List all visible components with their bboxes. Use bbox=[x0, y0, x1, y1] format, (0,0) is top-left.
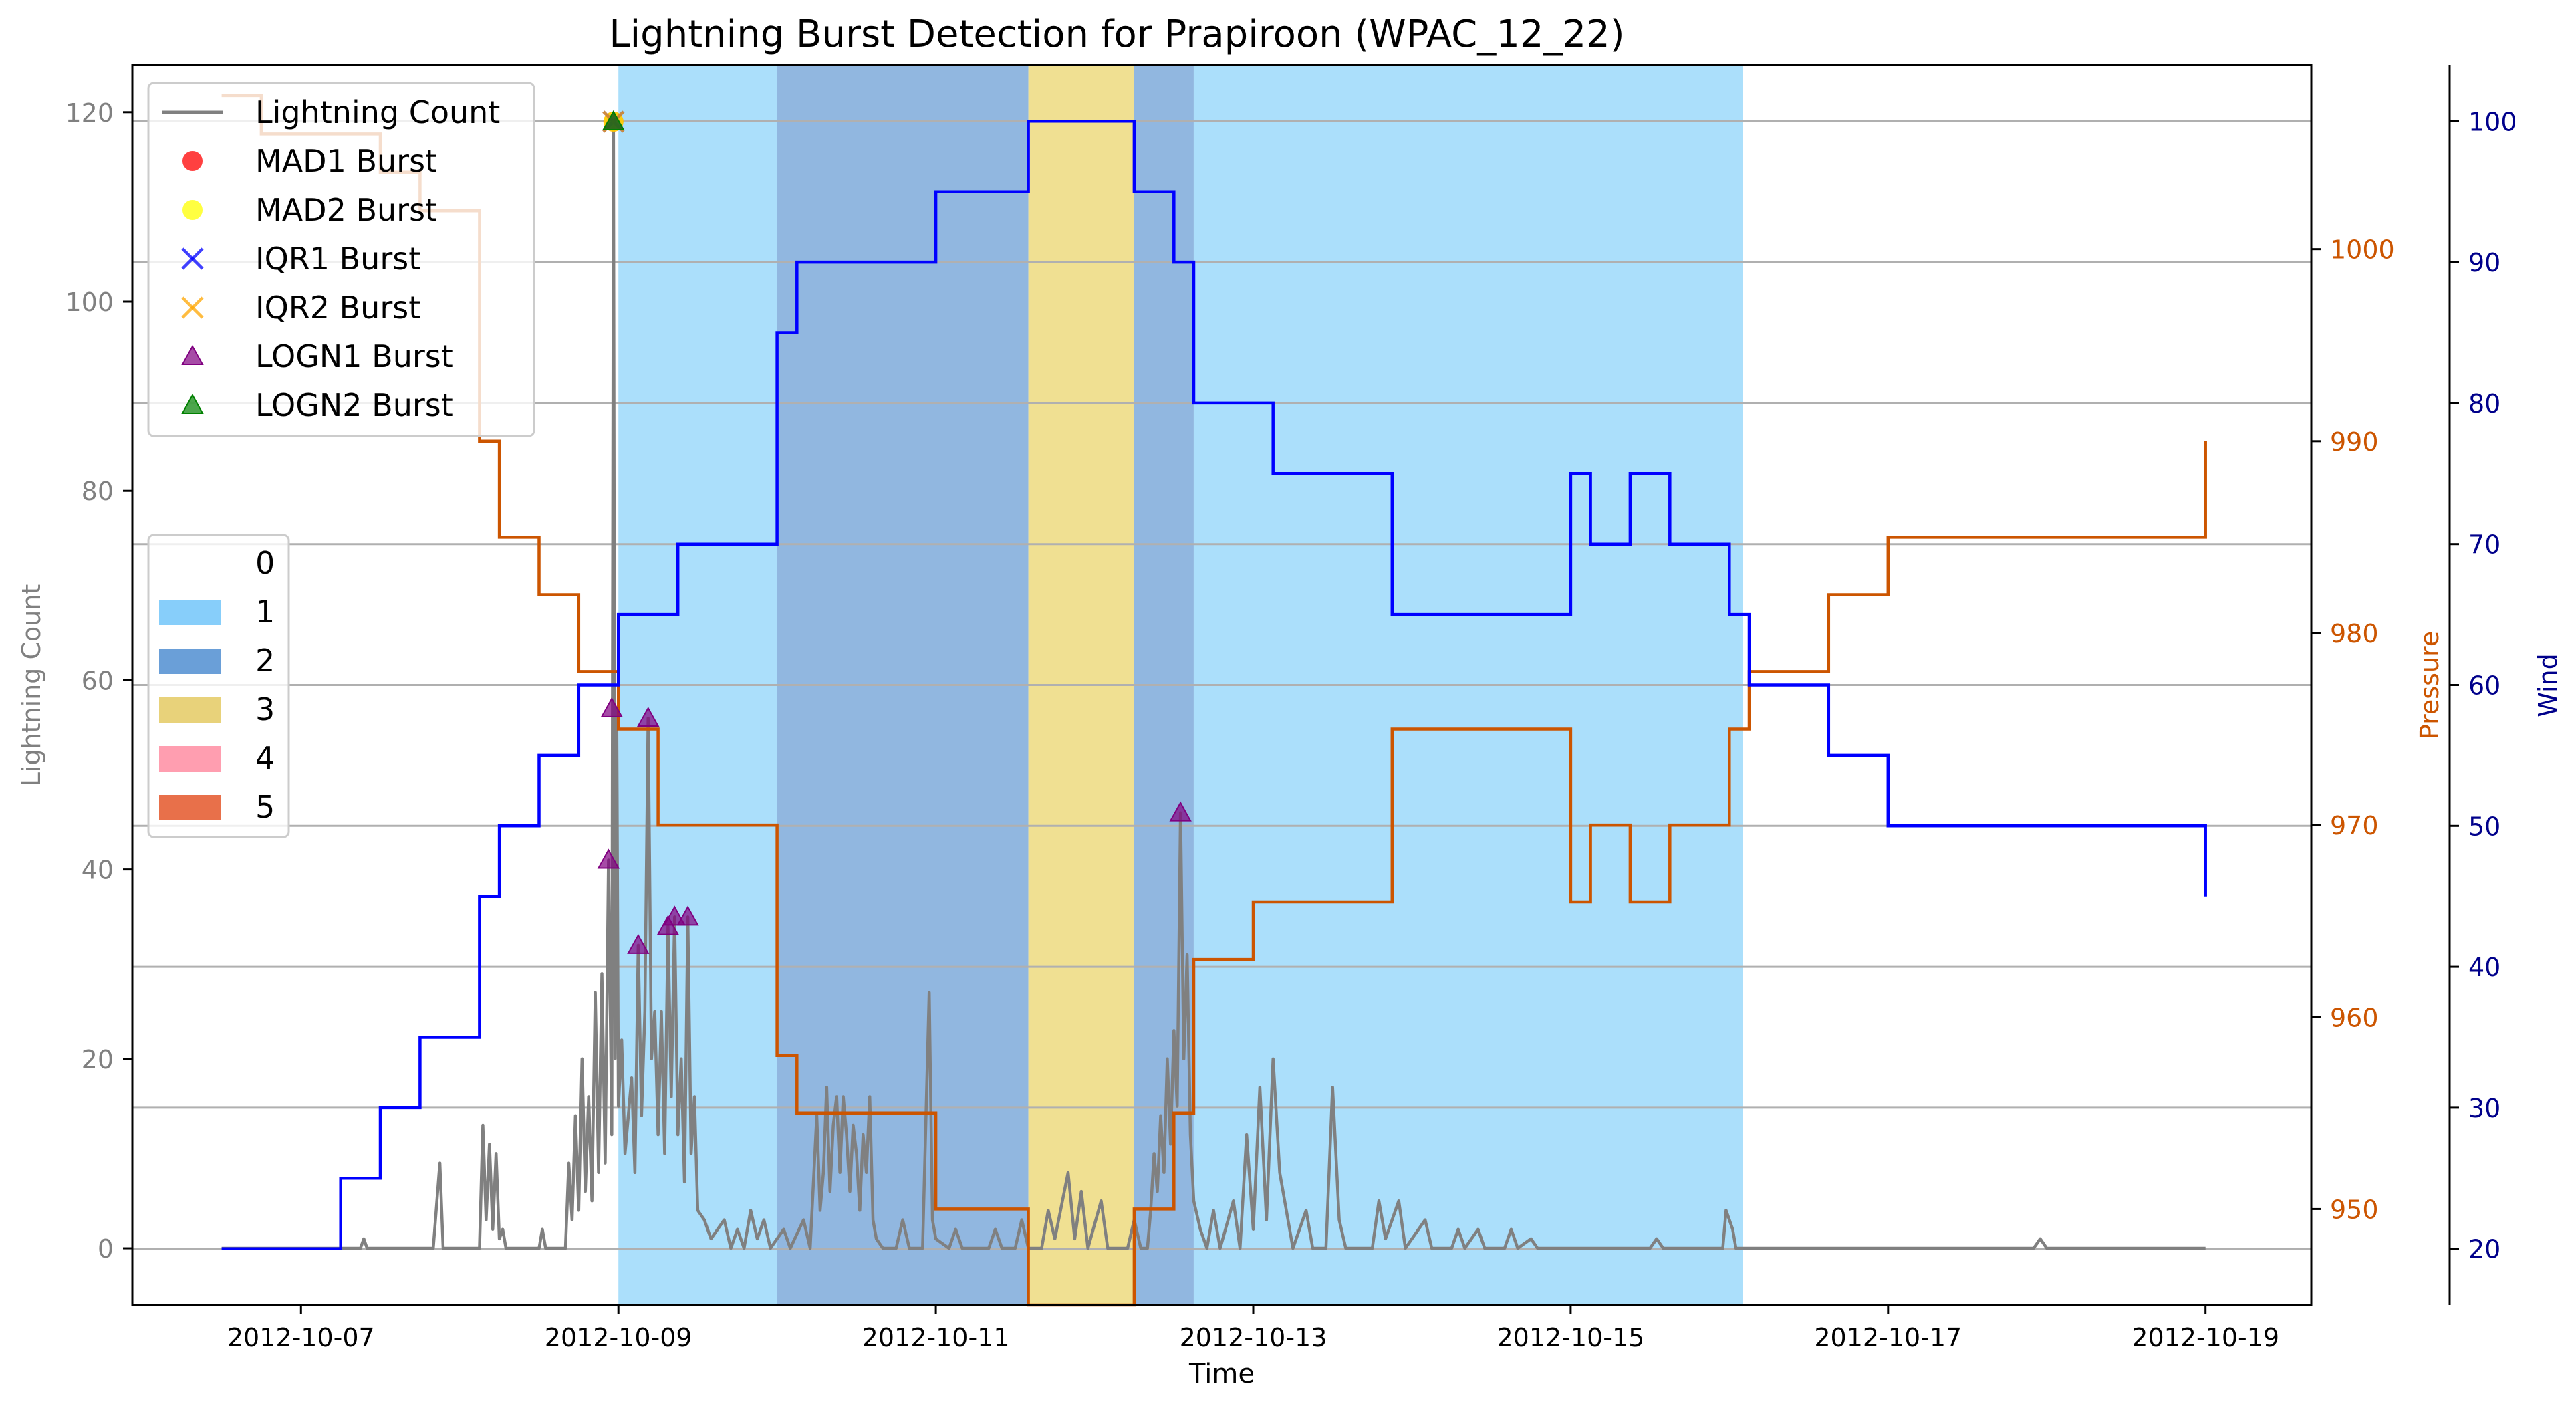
y-axis-label-lightning: Lightning Count bbox=[17, 584, 46, 787]
lightning-tick-label: 100 bbox=[65, 287, 114, 317]
time-tick-label: 2012-10-15 bbox=[1497, 1323, 1644, 1353]
legend-category-label: 1 bbox=[255, 594, 275, 630]
legend-category-label: 5 bbox=[255, 789, 275, 825]
time-tick-label: 2012-10-11 bbox=[862, 1323, 1010, 1353]
legend-bursts-box bbox=[147, 82, 535, 437]
wind-line bbox=[221, 120, 2207, 1250]
legend-iqr2-burst-swatch-stroke bbox=[181, 296, 204, 319]
time-tick-label: 2012-10-09 bbox=[545, 1323, 692, 1353]
logn1-burst-marker bbox=[1169, 801, 1192, 822]
legend-entry-label: IQR1 Burst bbox=[255, 241, 420, 277]
logn1-burst-marker bbox=[597, 848, 620, 869]
legend-entry-label: LOGN1 Burst bbox=[255, 338, 453, 374]
wind-tick-label: 60 bbox=[2468, 671, 2500, 701]
pressure-tick-label: 990 bbox=[2330, 427, 2379, 457]
wind-axis: 20 30 40 50 60 70 80 90 100 bbox=[2448, 65, 2517, 1305]
lightning-tick-label: 40 bbox=[82, 856, 114, 885]
wind-tick-label: 50 bbox=[2468, 812, 2500, 841]
lightning-tick-label: 60 bbox=[82, 666, 114, 695]
legend-category-4-swatch bbox=[159, 746, 221, 772]
chart-title: Lightning Burst Detection for Prapiroon … bbox=[609, 13, 1624, 56]
lightning-tick-label: 120 bbox=[65, 98, 114, 128]
pressure-tick-label: 950 bbox=[2330, 1195, 2379, 1224]
logn1-burst-marker bbox=[627, 933, 650, 954]
wind-series bbox=[221, 120, 2207, 1250]
time-tick-label: 2012-10-13 bbox=[1180, 1323, 1327, 1353]
pressure-tick-label: 1000 bbox=[2330, 235, 2395, 265]
legend-mad2-burst-swatch bbox=[182, 200, 203, 220]
pressure-tick-label: 970 bbox=[2330, 811, 2379, 840]
time-tick-label: 2012-10-17 bbox=[1814, 1323, 1962, 1353]
legend-logn2-burst-swatch bbox=[181, 393, 204, 414]
plot-frame bbox=[131, 64, 2313, 1306]
legend-entry-label: Lightning Count bbox=[255, 94, 500, 130]
wind-tick-label: 80 bbox=[2468, 389, 2500, 419]
pressure-axis: 950 960 970 980 990 1000 bbox=[2311, 235, 2395, 1224]
logn2-burst-marker bbox=[602, 110, 625, 130]
legend-category-label: 3 bbox=[255, 691, 275, 727]
time-tick-label: 2012-10-19 bbox=[2132, 1323, 2279, 1353]
legend-entry-label: LOGN2 Burst bbox=[255, 387, 453, 423]
legend-entry-label: MAD2 Burst bbox=[255, 192, 437, 228]
legend-iqr2-burst-swatch bbox=[181, 296, 204, 319]
legend-category-2-swatch bbox=[159, 649, 221, 674]
legend-mad1-burst-swatch bbox=[182, 151, 203, 171]
x-axis-label: Time bbox=[1188, 1359, 1255, 1389]
lightning-count-axis: 0 20 40 60 80 100 120 bbox=[65, 98, 132, 1264]
time-tick-label: 2012-10-07 bbox=[227, 1323, 375, 1353]
legend-entry-label: IQR2 Burst bbox=[255, 289, 420, 326]
legend-category-label: 2 bbox=[255, 642, 275, 679]
lightning-tick-label: 80 bbox=[82, 477, 114, 506]
wind-tick-label: 20 bbox=[2468, 1235, 2500, 1264]
pressure-tick-label: 980 bbox=[2330, 619, 2379, 649]
legend-logn1-burst-swatch bbox=[181, 344, 204, 365]
wind-tick-label: 100 bbox=[2468, 107, 2517, 136]
wind-tick-label: 90 bbox=[2468, 248, 2500, 277]
legend-category-label: 0 bbox=[255, 545, 275, 581]
lightning-count-line bbox=[221, 120, 2206, 1250]
legend-iqr1-burst-swatch bbox=[181, 247, 204, 270]
wind-tick-label: 70 bbox=[2468, 530, 2500, 560]
burst-markers bbox=[597, 110, 1192, 954]
pressure-tick-label: 960 bbox=[2330, 1003, 2379, 1032]
y-axis-label-wind: Wind bbox=[2533, 653, 2563, 717]
lightning-tick-label: 0 bbox=[98, 1234, 114, 1264]
lightning-tick-label: 20 bbox=[82, 1045, 114, 1074]
legend-category-3-swatch bbox=[159, 697, 221, 723]
legend-category-1-swatch bbox=[159, 600, 221, 625]
legend-bursts: Lightning Count MAD1 Burst MAD2 Burst IQR1 … bbox=[147, 82, 535, 437]
logn1-burst-marker bbox=[600, 697, 623, 717]
logn1-burst-marker bbox=[676, 905, 699, 926]
legend-iqr1-burst-swatch-stroke bbox=[181, 247, 204, 270]
legend-entry-label: MAD1 Burst bbox=[255, 143, 437, 179]
legend-category-label: 4 bbox=[255, 740, 275, 776]
lightning-count-series bbox=[221, 120, 2206, 1250]
wind-tick-label: 30 bbox=[2468, 1094, 2500, 1123]
logn1-burst-marker bbox=[637, 707, 660, 727]
time-axis: 2012-10-07 2012-10-09 2012-10-11 2012-10-13… bbox=[227, 1305, 2279, 1353]
legend-category-5-swatch bbox=[159, 795, 221, 820]
legend-categories: 0 1 2 3 4 5 bbox=[147, 534, 290, 838]
y-axis-label-pressure: Pressure bbox=[2415, 631, 2444, 739]
wind-tick-label: 40 bbox=[2468, 953, 2500, 982]
